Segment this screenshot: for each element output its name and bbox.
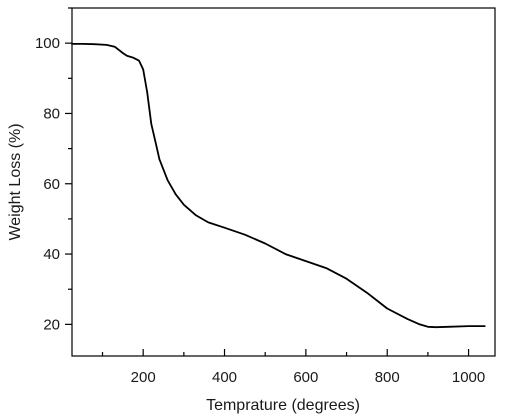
y-axis-title: Weight Loss (%)	[7, 123, 24, 240]
plot-frame	[71, 7, 496, 357]
x-tick-label: 600	[293, 369, 318, 386]
y-tick-label: 60	[43, 176, 60, 193]
x-tick-labels: 200 400 600 800 1000	[131, 369, 486, 386]
y-tick-label: 20	[43, 316, 60, 333]
y-tick-label: 40	[43, 246, 60, 263]
y-tick-label: 80	[43, 105, 60, 122]
x-tick-label: 1000	[452, 369, 485, 386]
x-tick-label: 800	[375, 369, 400, 386]
weight-loss-series-line	[71, 43, 486, 329]
y-tick-labels: 20 40 60 80 100	[35, 35, 60, 333]
axis-ticks	[65, 7, 470, 356]
x-tick-label: 400	[212, 369, 237, 386]
x-tick-label: 200	[131, 369, 156, 386]
y-tick-label: 100	[35, 35, 60, 52]
x-axis-title: Temprature (degrees)	[206, 397, 360, 414]
